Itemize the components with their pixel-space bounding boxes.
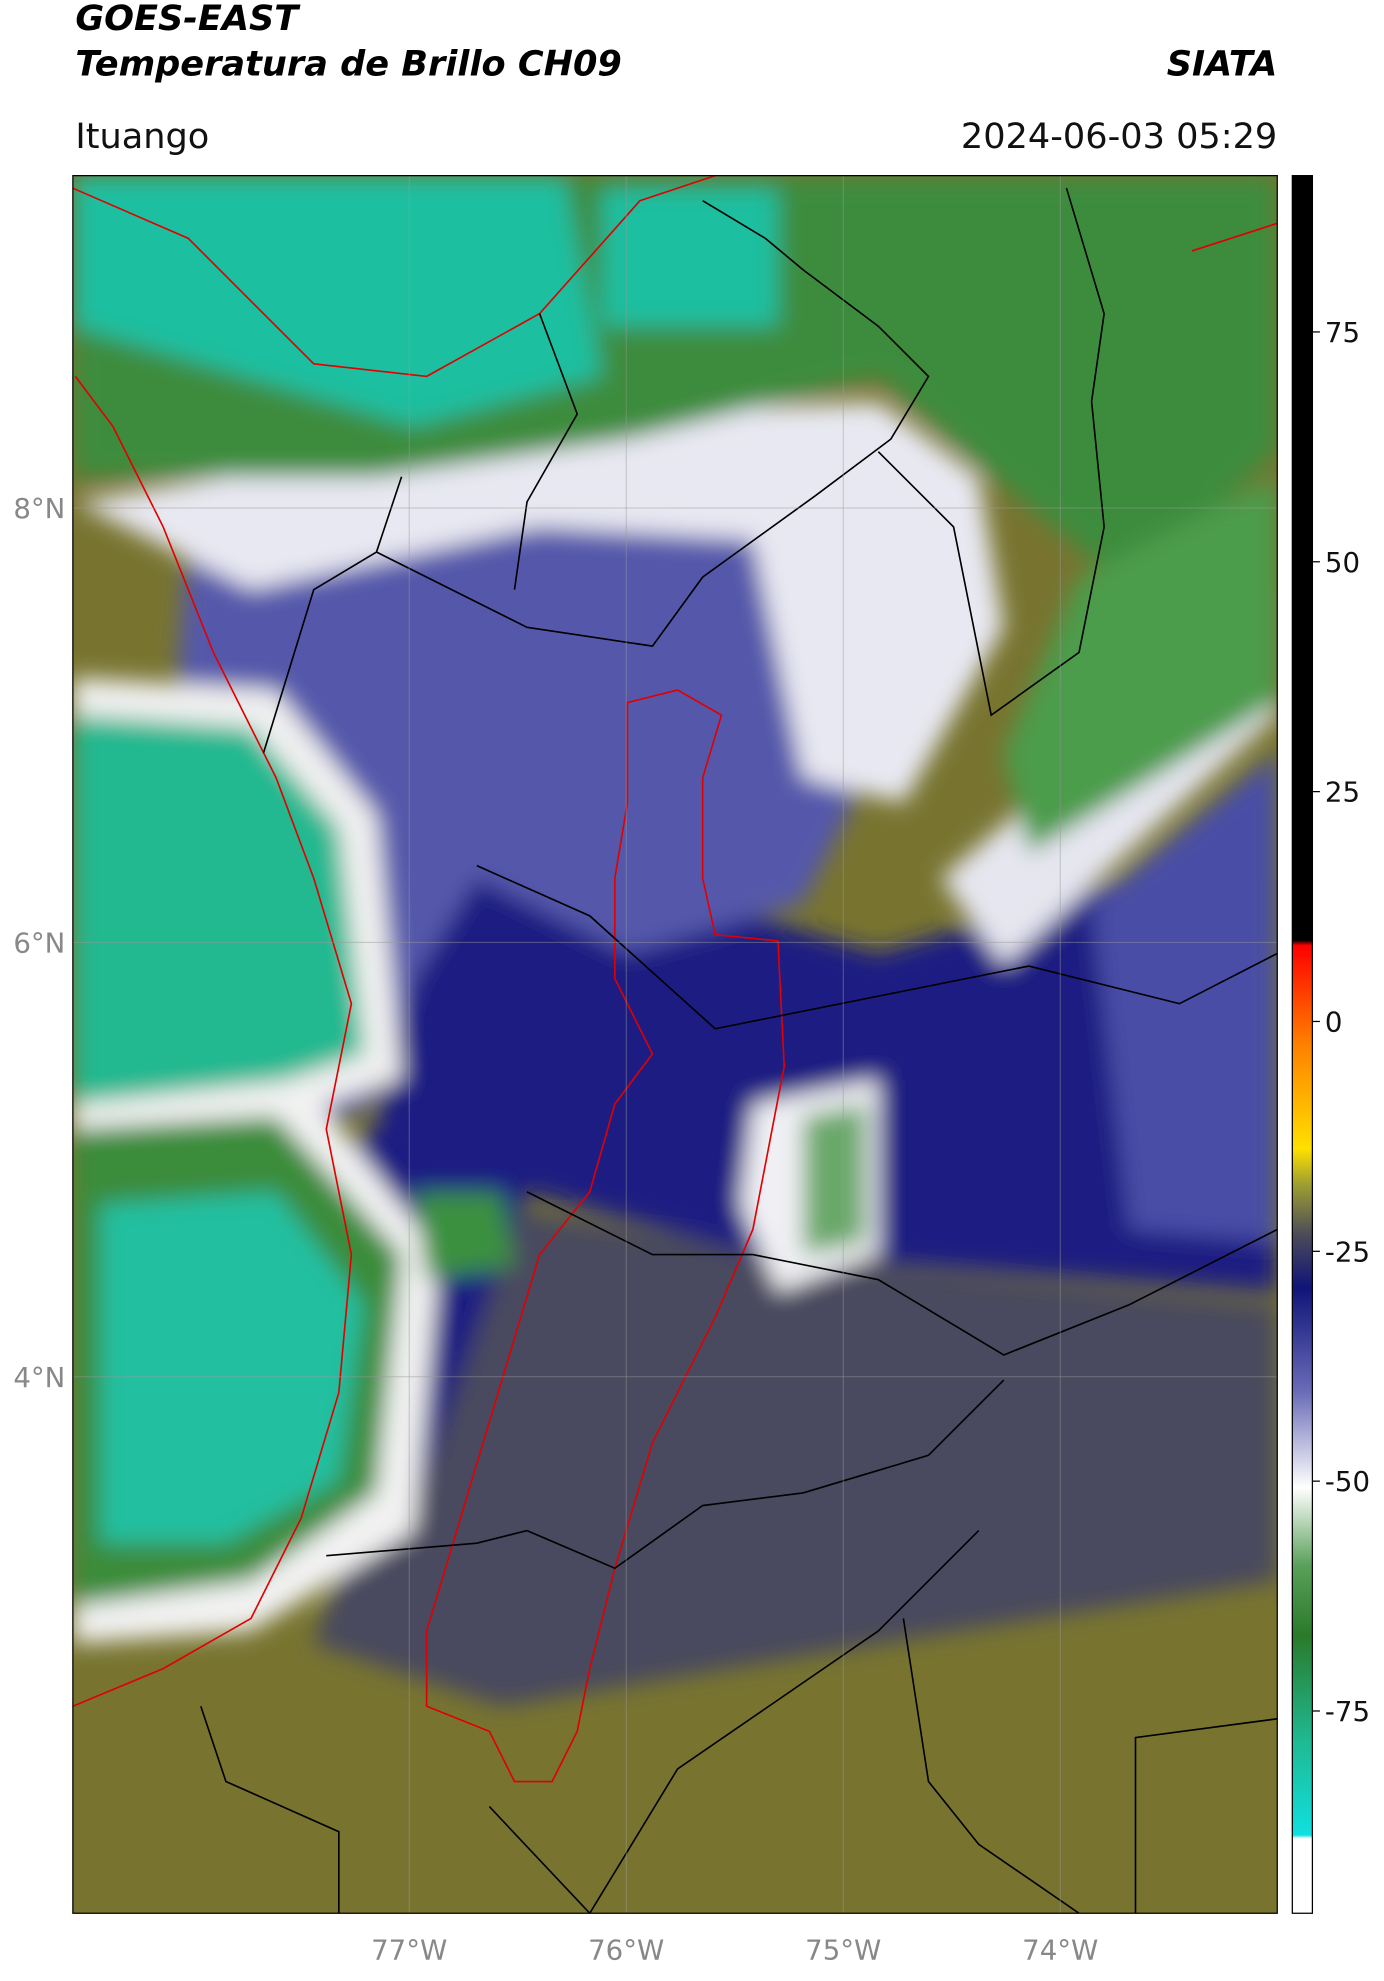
satellite-image (72, 175, 1278, 1914)
lon-label: 76°W (588, 1934, 664, 1967)
title: GOES-EAST (75, 0, 301, 39)
lon-label: 75°W (805, 1934, 881, 1967)
colorbar-tick-label: 50 (1325, 546, 1360, 579)
map-frame (72, 175, 1278, 1914)
location: Ituango (75, 116, 209, 157)
lat-label: 6°N (13, 926, 65, 959)
lon-label: 74°W (1022, 1934, 1098, 1967)
colorbar-tick-label: 0 (1325, 1005, 1343, 1038)
source: SIATA (1167, 43, 1278, 84)
colorbar-tick-label: 75 (1325, 316, 1360, 349)
colorbar-axis: 75 50 25 0 -25 -50 -75 (1312, 316, 1370, 1728)
colorbar (1291, 175, 1314, 1914)
colorbar-tick-label: 25 (1325, 776, 1360, 809)
graticule (72, 175, 1278, 1914)
colorbar-tick-label: -25 (1325, 1235, 1370, 1268)
colorbar-tick-label: -75 (1325, 1695, 1370, 1728)
colorbar-tick-label: -50 (1325, 1465, 1370, 1498)
lat-label: 4°N (13, 1361, 65, 1394)
subtitle: Temperatura de Brillo CH09 (75, 43, 621, 84)
lat-label: 8°N (13, 492, 65, 525)
lon-label: 77°W (371, 1934, 447, 1967)
timestamp: 2024-06-03 05:29 (961, 116, 1277, 157)
map-axes: 77°W 76°W 75°W 74°W 8°N 6°N 4°N (13, 492, 1098, 1967)
